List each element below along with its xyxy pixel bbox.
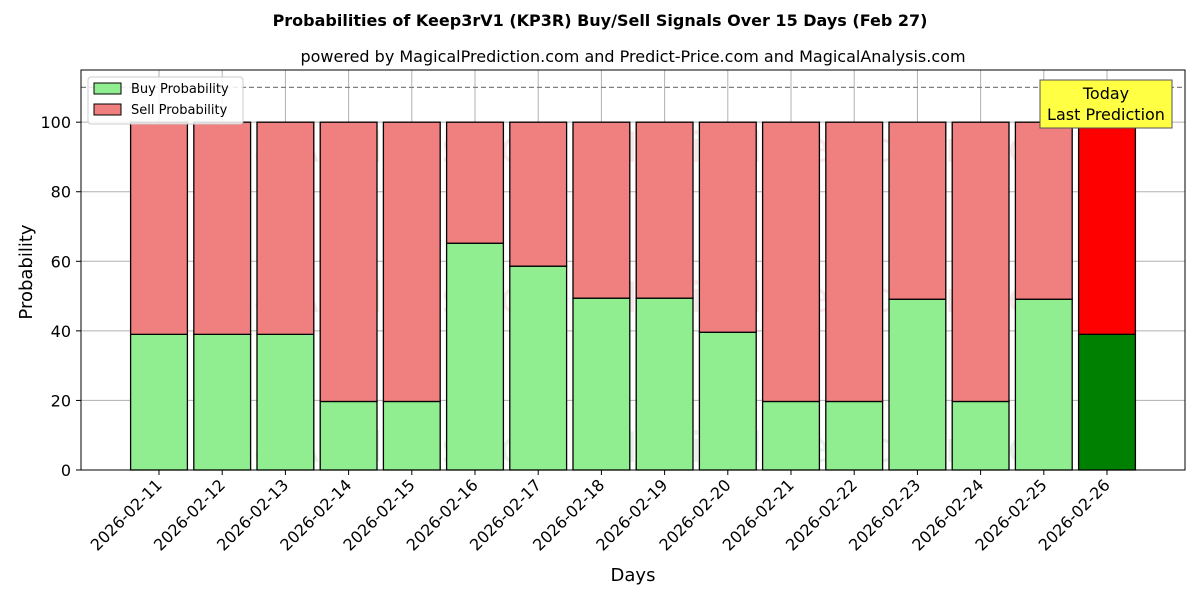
buy-bar (193, 333, 252, 471)
buy-bar (761, 400, 821, 471)
buy-bar (319, 400, 378, 471)
buy-bar (951, 400, 1010, 471)
sell-bar (951, 121, 1010, 403)
sell-bar (1014, 121, 1073, 300)
chart-subtitle: powered by MagicalPrediction.com and Pre… (300, 47, 965, 66)
buy-bar (1014, 298, 1073, 471)
legend-label-sell: Sell Probability (131, 103, 228, 118)
buy-bar (1077, 333, 1137, 471)
today-annotation-line2: Last Prediction (1047, 105, 1165, 124)
legend-label-buy: Buy Probability (131, 82, 229, 97)
sell-bar (256, 121, 315, 335)
buy-bar (888, 298, 947, 471)
sell-bar (382, 121, 441, 403)
sell-bar (572, 121, 631, 299)
sell-bar (761, 121, 821, 403)
legend-box (87, 76, 244, 125)
legend: Buy Probability Sell Probability (87, 76, 244, 125)
plot-frame (80, 69, 1186, 471)
y-tick-label: 60 (51, 252, 71, 271)
y-tick-label: 40 (51, 322, 71, 341)
buy-bar (256, 333, 315, 471)
y-tick-label: 20 (51, 391, 71, 410)
sell-bar (509, 121, 568, 267)
today-annotation-box (1039, 79, 1173, 129)
sell-bar (635, 121, 694, 299)
y-tick-label: 80 (51, 183, 71, 202)
y-tick-label: 0 (61, 461, 71, 480)
plot-area: MagicalAnalysis.comMagicalPrediction.com… (40, 69, 1186, 555)
legend-swatch-sell (93, 103, 122, 116)
buy-bar (635, 297, 694, 471)
sell-bar (193, 121, 252, 335)
legend-swatch-buy (93, 82, 122, 95)
buy-bar (382, 400, 441, 471)
buy-bar (572, 297, 631, 471)
sell-bar (445, 121, 505, 244)
sell-bar (698, 121, 757, 333)
y-tick-label: 100 (40, 113, 71, 132)
buy-bar (825, 400, 884, 471)
sell-bar (825, 121, 884, 403)
sell-bar (888, 121, 947, 300)
x-axis-label: Days (611, 565, 656, 586)
sell-bar (1077, 121, 1137, 335)
today-annotation: Today Last Prediction (1039, 79, 1173, 129)
buy-bar (445, 242, 505, 471)
sell-bar (319, 121, 378, 403)
buy-bar (509, 265, 568, 471)
sell-bar (129, 121, 189, 335)
buy-bar (129, 333, 189, 471)
buy-bar (698, 331, 757, 471)
chart-title: Probabilities of Keep3rV1 (KP3R) Buy/Sel… (273, 11, 928, 30)
today-annotation-line1: Today (1082, 84, 1129, 103)
y-axis-label: Probability (16, 224, 37, 319)
